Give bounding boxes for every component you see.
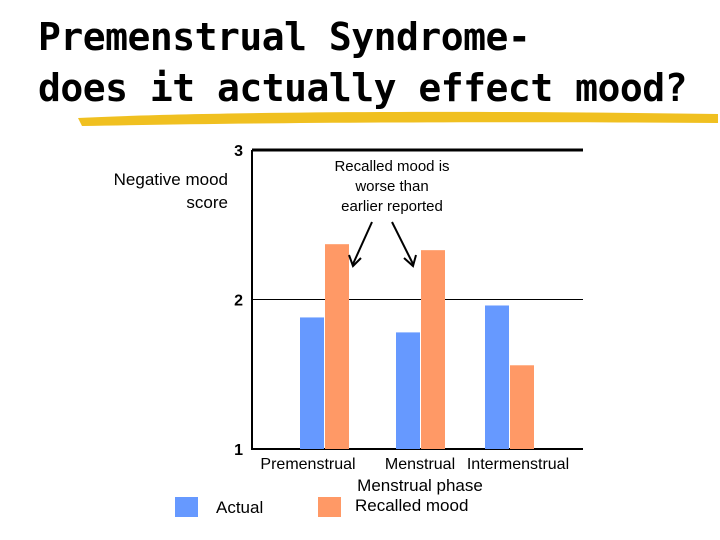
annotation-arrow-right — [391, 221, 417, 268]
annotation-arrow-left — [348, 221, 373, 268]
x-tick-label-premenstrual: Premenstrual — [260, 456, 355, 473]
bar-menstrual-recalled-mood — [421, 250, 445, 449]
annotation-line-1: Recalled mood is — [334, 158, 450, 175]
y-tick-label-1: 1 — [234, 442, 243, 459]
x-tick-label-menstrual: Menstrual — [385, 456, 455, 473]
bar-intermenstrual-recalled-mood — [510, 365, 534, 449]
x-tick-label-intermenstrual: Intermenstrual — [467, 456, 569, 473]
slide-title-line-1: Premenstrual Syndrome- — [38, 15, 531, 59]
title-underline-streak — [109, 114, 716, 120]
annotation-line-2: worse than — [355, 178, 429, 195]
bar-premenstrual-actual — [300, 317, 324, 449]
y-tick-label-2: 2 — [234, 293, 243, 310]
y-axis-label-line-2: score — [186, 193, 228, 212]
annotation-line-3: earlier reported — [341, 198, 443, 215]
x-axis-label: Menstrual phase — [357, 476, 483, 495]
bar-menstrual-actual — [396, 332, 420, 449]
bar-premenstrual-recalled-mood — [325, 244, 349, 449]
y-tick-label-3: 3 — [234, 143, 243, 160]
bar-intermenstrual-actual — [485, 305, 509, 449]
y-axis-label-line-1: Negative mood — [113, 170, 228, 189]
legend-label-recalled-mood: Recalled mood — [355, 496, 469, 515]
legend-swatch-recalled-mood — [318, 497, 341, 517]
legend-label-actual: Actual — [216, 498, 264, 517]
legend-swatch-actual — [175, 497, 198, 517]
title-underline — [78, 111, 718, 126]
slide-title-line-2: does it actually effect mood? — [38, 66, 687, 110]
